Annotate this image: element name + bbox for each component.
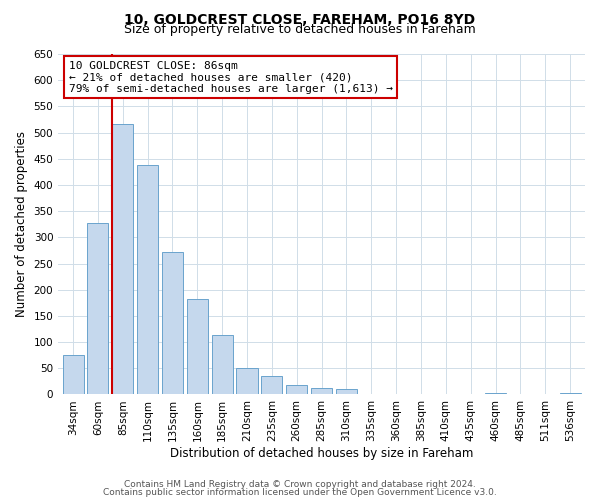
Bar bbox=[336, 389, 357, 394]
Bar bbox=[485, 393, 506, 394]
Text: 10, GOLDCREST CLOSE, FAREHAM, PO16 8YD: 10, GOLDCREST CLOSE, FAREHAM, PO16 8YD bbox=[124, 12, 476, 26]
Bar bbox=[162, 252, 183, 394]
Bar bbox=[286, 384, 307, 394]
Bar bbox=[311, 388, 332, 394]
Y-axis label: Number of detached properties: Number of detached properties bbox=[15, 131, 28, 317]
Bar bbox=[262, 376, 283, 394]
Bar bbox=[236, 368, 257, 394]
Bar bbox=[88, 222, 109, 394]
Text: Size of property relative to detached houses in Fareham: Size of property relative to detached ho… bbox=[124, 22, 476, 36]
Text: Contains public sector information licensed under the Open Government Licence v3: Contains public sector information licen… bbox=[103, 488, 497, 497]
Bar bbox=[137, 165, 158, 394]
Bar bbox=[112, 124, 133, 394]
X-axis label: Distribution of detached houses by size in Fareham: Distribution of detached houses by size … bbox=[170, 447, 473, 460]
Bar bbox=[62, 355, 83, 395]
Bar bbox=[187, 299, 208, 394]
Text: Contains HM Land Registry data © Crown copyright and database right 2024.: Contains HM Land Registry data © Crown c… bbox=[124, 480, 476, 489]
Text: 10 GOLDCREST CLOSE: 86sqm
← 21% of detached houses are smaller (420)
79% of semi: 10 GOLDCREST CLOSE: 86sqm ← 21% of detac… bbox=[69, 61, 393, 94]
Bar bbox=[212, 334, 233, 394]
